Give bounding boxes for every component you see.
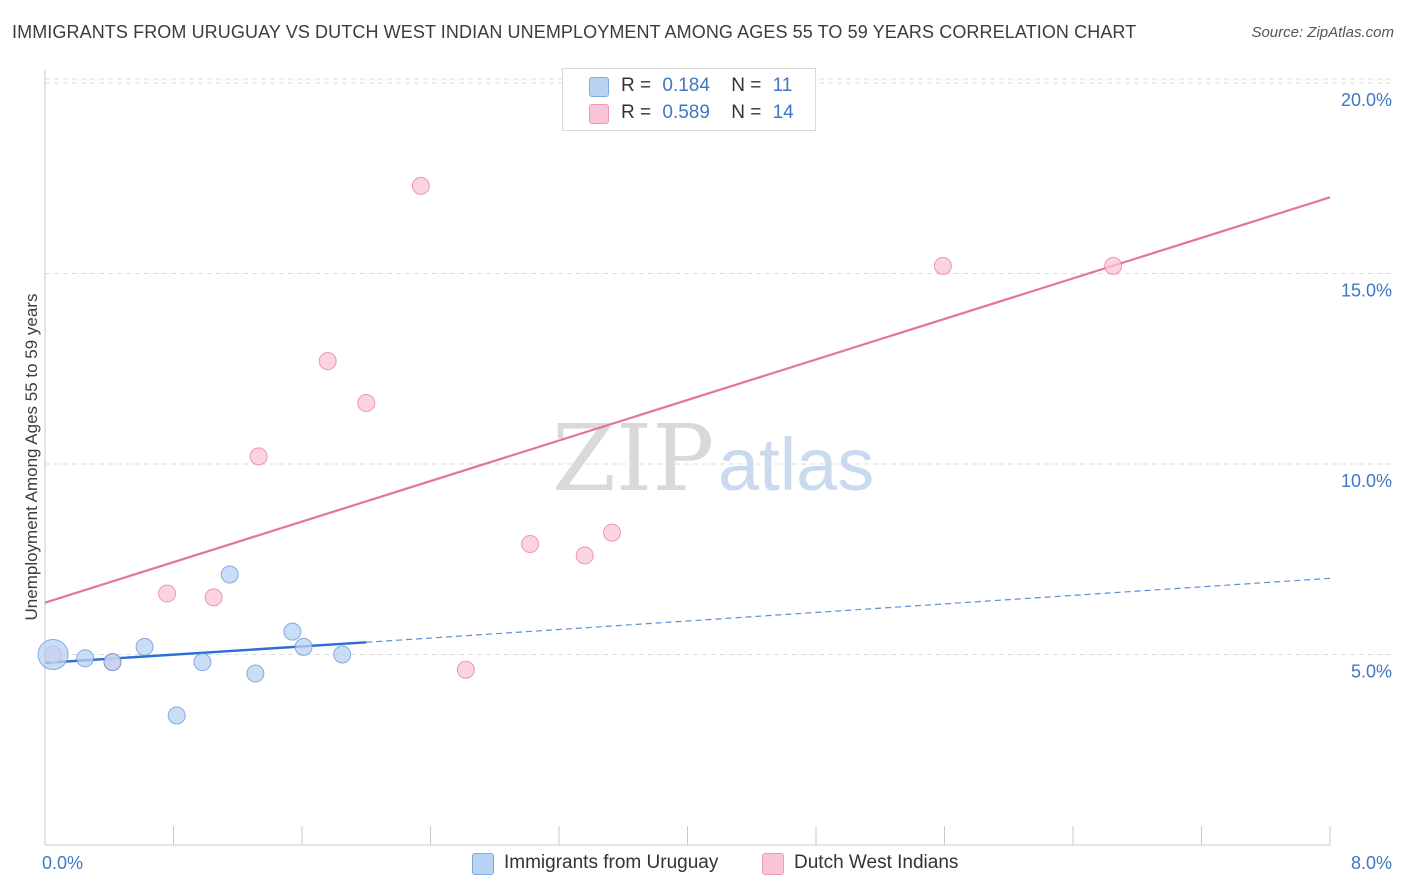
data-point-dutch-west-indians (456, 660, 475, 679)
data-point-uruguay (167, 706, 186, 725)
legend-n-label: N = (731, 102, 762, 123)
watermark-zip: ZIP (552, 405, 714, 512)
trend-line-dutch-west-indians (44, 196, 1331, 604)
data-point-uruguay (333, 645, 352, 664)
data-point-uruguay (103, 653, 122, 672)
data-point-dutch-west-indians (521, 535, 540, 554)
data-point-dutch-west-indians (204, 588, 223, 607)
data-point-dutch-west-indians (249, 447, 268, 466)
data-point-dutch-west-indians (603, 523, 622, 542)
legend-n-label: N = (731, 75, 762, 96)
y-tick-label: 20.0% (1341, 90, 1392, 110)
data-point-dutch-west-indians (158, 584, 177, 603)
data-point-dutch-west-indians (357, 394, 376, 413)
watermark-atlas: atlas (718, 423, 874, 506)
bottom-legend-swatch-uruguay (472, 853, 494, 875)
data-point-uruguay (220, 565, 239, 584)
y-tick-label: 15.0% (1341, 281, 1392, 301)
data-point-uruguay (37, 639, 69, 670)
data-point-dutch-west-indians (1104, 256, 1123, 275)
legend-swatch-uruguay (589, 77, 609, 97)
trend-line-uruguay (44, 641, 367, 665)
bottom-legend-label-uruguay: Immigrants from Uruguay (504, 852, 719, 873)
data-point-uruguay (76, 649, 95, 668)
legend-swatch-dutch-west-indians (589, 104, 609, 124)
source-credit: Source: ZipAtlas.com (1251, 24, 1394, 41)
data-points (37, 176, 1123, 725)
data-point-uruguay (135, 637, 154, 656)
y-tick-label: 10.0% (1341, 471, 1392, 491)
data-point-uruguay (193, 653, 212, 672)
legend-r-value: 0.184 (662, 75, 710, 96)
y-tick-label: 5.0% (1351, 662, 1392, 682)
bottom-legend-swatch-dutch-west-indians (762, 853, 784, 875)
x-tick-label: 0.0% (42, 853, 83, 873)
data-point-dutch-west-indians (933, 256, 952, 275)
legend-r-label: R = (621, 102, 652, 123)
data-point-uruguay (294, 637, 313, 656)
data-point-uruguay (283, 622, 302, 641)
legend-r-label: R = (621, 75, 652, 96)
correlation-legend: R = 0.184 N = 11 R = 0.589 N = 14 (562, 68, 816, 131)
legend-n-value: 14 (772, 102, 794, 123)
y-tick-labels: 5.0% 10.0% 15.0% 20.0% (1341, 90, 1392, 682)
data-point-dutch-west-indians (575, 546, 594, 565)
x-tick-labels: 0.0% 8.0% (42, 853, 1392, 873)
data-point-dutch-west-indians (318, 352, 337, 371)
legend-r-value: 0.589 (662, 102, 710, 123)
trend-line-uruguay-extrapolated (366, 577, 1331, 643)
data-point-uruguay (246, 664, 265, 683)
bottom-legend-label-dutch-west-indians: Dutch West Indians (794, 852, 959, 873)
data-point-dutch-west-indians (411, 176, 430, 195)
legend-n-value: 11 (772, 75, 793, 96)
x-tick-label: 8.0% (1351, 853, 1392, 873)
axes (44, 70, 1331, 846)
chart-title: IMMIGRANTS FROM URUGUAY VS DUTCH WEST IN… (12, 22, 1137, 42)
watermark: ZIP atlas (552, 405, 874, 512)
gridlines (45, 78, 1392, 655)
y-axis-label: Unemployment Among Ages 55 to 59 years (22, 294, 41, 621)
